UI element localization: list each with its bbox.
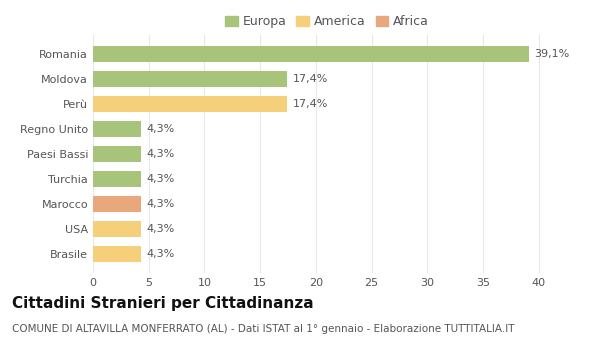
Text: 4,3%: 4,3% <box>146 174 175 184</box>
Text: 17,4%: 17,4% <box>292 99 328 109</box>
Text: 17,4%: 17,4% <box>292 74 328 84</box>
Text: COMUNE DI ALTAVILLA MONFERRATO (AL) - Dati ISTAT al 1° gennaio - Elaborazione TU: COMUNE DI ALTAVILLA MONFERRATO (AL) - Da… <box>12 324 515 334</box>
Text: 4,3%: 4,3% <box>146 249 175 259</box>
Bar <box>93 246 141 262</box>
Bar <box>93 171 141 187</box>
Bar <box>93 146 141 162</box>
Text: 4,3%: 4,3% <box>146 224 175 234</box>
Bar <box>93 121 141 137</box>
Text: 4,3%: 4,3% <box>146 199 175 209</box>
Bar <box>93 96 287 112</box>
Legend: Europa, America, Africa: Europa, America, Africa <box>223 13 431 31</box>
Bar <box>93 196 141 212</box>
Bar <box>93 71 287 87</box>
Text: Cittadini Stranieri per Cittadinanza: Cittadini Stranieri per Cittadinanza <box>12 296 314 311</box>
Text: 4,3%: 4,3% <box>146 124 175 134</box>
Bar <box>93 221 141 237</box>
Text: 39,1%: 39,1% <box>534 49 569 59</box>
Bar <box>93 46 529 62</box>
Text: 4,3%: 4,3% <box>146 149 175 159</box>
